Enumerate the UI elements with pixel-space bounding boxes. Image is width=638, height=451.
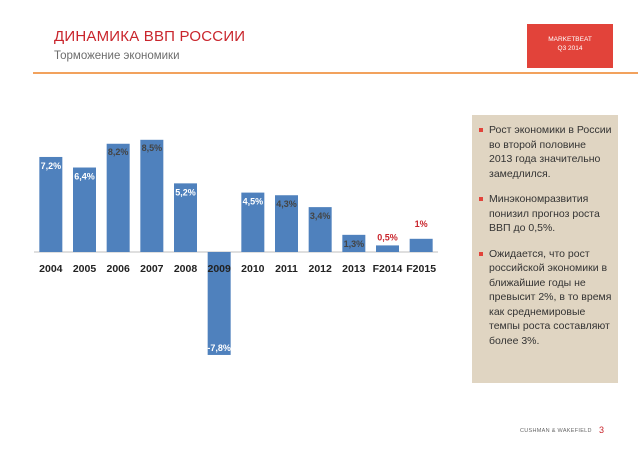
bar-2013 (342, 234, 366, 252)
x-tick-2005: 2005 (73, 263, 97, 275)
x-tick-2009: 2009 (207, 263, 231, 275)
commentary-item: Ожидается, что рост российской экономики… (478, 247, 612, 349)
header-divider (33, 72, 638, 74)
bar-2005 (73, 167, 96, 252)
data-label-2006: 8,2% (108, 147, 129, 157)
bar-2012 (308, 207, 332, 252)
data-label-2013: 1,3% (344, 239, 365, 249)
commentary-text: Ожидается, что рост российской экономики… (489, 247, 612, 347)
page-subtitle: Торможение экономики (54, 50, 180, 62)
bar-F2015 (409, 238, 433, 252)
bullet-icon (479, 197, 483, 201)
bar-2004 (39, 156, 63, 252)
bar-2010 (241, 192, 265, 252)
marketbeat-badge: MARKETBEAT Q3 2014 (527, 24, 613, 68)
page-title: ДИНАМИКА ВВП РОССИИ (54, 28, 246, 45)
x-tick-2006: 2006 (106, 263, 130, 275)
commentary-item: Рост экономики в России во второй полови… (478, 123, 612, 181)
bar-F2014 (376, 245, 399, 252)
x-tick-F2015: F2015 (406, 263, 436, 275)
commentary-text: Минэкономразвития понизил прогноз роста … (489, 193, 600, 234)
data-label-2004: 7,2% (41, 161, 62, 171)
x-tick-2004: 2004 (39, 263, 63, 275)
bullet-icon (479, 128, 483, 132)
bar-2009 (207, 252, 231, 355)
data-label-2012: 3,4% (310, 211, 331, 221)
bar-2007 (140, 139, 164, 252)
data-label-2005: 6,4% (74, 172, 95, 182)
x-tick-2007: 2007 (140, 263, 164, 275)
bar-2006 (106, 143, 130, 252)
gdp-bar-chart: 7,2% 2004 6,4% 2005 8,2% 2006 8,5% 2007 5,2% 2008… (34, 139, 438, 355)
badge-line-1: MARKETBEAT (548, 36, 592, 43)
data-label-2010: 4,5% (243, 197, 264, 207)
x-tick-2012: 2012 (308, 263, 332, 275)
data-label-F2015: 1% (415, 219, 428, 229)
x-tick-2010: 2010 (241, 263, 265, 275)
bullet-icon (479, 251, 483, 256)
commentary-text: Рост экономики в России во второй полови… (489, 124, 612, 180)
page-number: 3 (599, 425, 605, 435)
commentary-panel: Рост экономики в России во второй полови… (472, 115, 618, 383)
data-label-2009: -7,8% (207, 343, 231, 353)
data-label-F2014: 0,5% (377, 232, 398, 242)
x-tick-2008: 2008 (174, 263, 198, 275)
footer-brand: CUSHMAN & WAKEFIELD (520, 428, 592, 434)
commentary-item: Минэкономразвития понизил прогноз роста … (478, 192, 612, 236)
bar-2008 (174, 183, 197, 252)
data-label-2007: 8,5% (142, 143, 163, 153)
bar-2011 (275, 195, 298, 252)
badge-line-2: Q3 2014 (557, 45, 583, 52)
x-tick-2013: 2013 (342, 263, 366, 275)
data-label-2008: 5,2% (175, 187, 196, 197)
x-tick-F2014: F2014 (373, 263, 403, 275)
data-label-2011: 4,3% (276, 199, 297, 209)
x-tick-2011: 2011 (275, 263, 298, 275)
